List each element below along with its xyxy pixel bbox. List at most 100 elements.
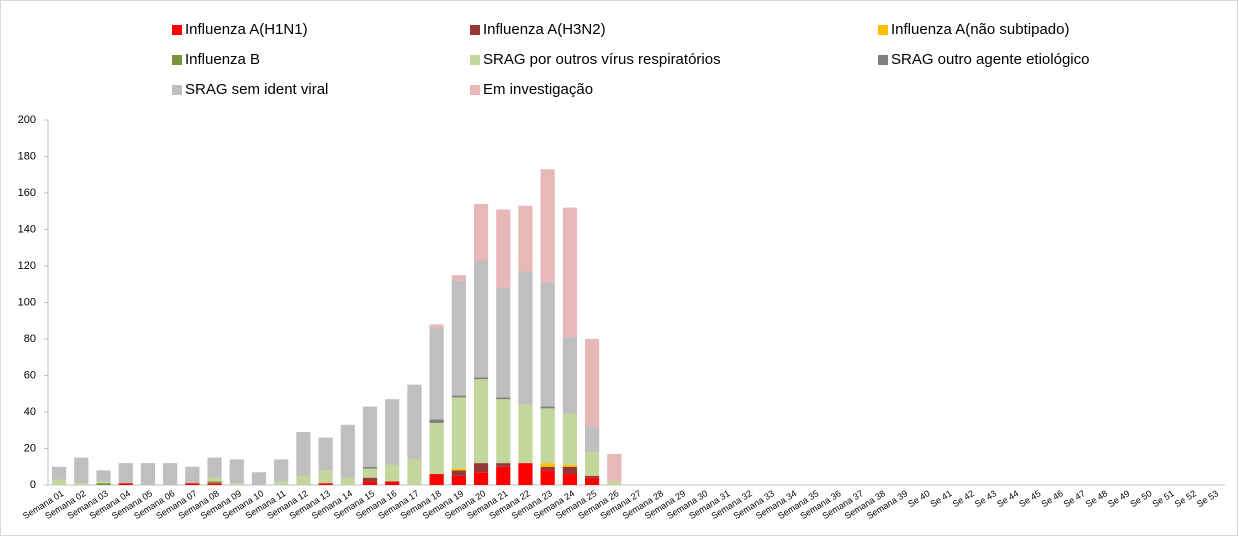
bar-segment — [584, 452, 600, 476]
y-tick-label: 160 — [18, 187, 36, 199]
bar-segment — [540, 282, 555, 407]
bar-segment — [207, 481, 222, 484]
bar-segment — [118, 463, 133, 484]
bar-segment — [451, 275, 466, 281]
bar-segment — [251, 472, 267, 485]
legend-swatch — [470, 55, 480, 65]
bar-segment — [207, 477, 222, 482]
bar-segment — [407, 384, 422, 460]
bar-segment — [451, 470, 466, 476]
bar-segment — [473, 260, 489, 378]
bar-segment — [540, 169, 555, 283]
bar-segment — [207, 483, 222, 485]
bar-segment — [496, 466, 511, 485]
bar-segment — [429, 419, 444, 423]
legend-swatch — [172, 55, 182, 65]
bar-segment — [540, 470, 555, 485]
bar-segment — [274, 459, 289, 482]
bar-segment — [584, 426, 600, 453]
bar-segment — [318, 437, 333, 471]
bar-segment — [362, 477, 378, 482]
bar-segment — [451, 475, 466, 485]
bar-segment — [185, 483, 200, 485]
bar-segment — [74, 483, 89, 485]
bar-segment — [562, 207, 577, 338]
bar-segment — [607, 481, 622, 485]
bar-segment — [229, 483, 244, 485]
y-tick-label: 180 — [18, 150, 36, 162]
legend-swatch — [470, 25, 480, 35]
legend-swatch — [878, 55, 888, 65]
legend-swatch — [878, 25, 888, 35]
bar-segment — [96, 481, 111, 484]
bar-segment — [429, 324, 444, 329]
bar-segment — [496, 209, 511, 288]
bar-segment — [607, 453, 622, 482]
bar-segment — [429, 328, 444, 420]
bar-segment — [473, 203, 489, 261]
bar-segment — [385, 481, 400, 485]
legend-swatch — [470, 85, 480, 95]
bar-segment — [140, 463, 156, 485]
y-tick-label: 200 — [18, 114, 36, 126]
bar-segment — [518, 205, 533, 272]
bar-segment — [429, 474, 444, 485]
y-tick-label: 80 — [24, 333, 36, 345]
bar-segment — [96, 483, 111, 485]
bar-segment — [518, 271, 533, 405]
legend-label: SRAG outro agente etiológico — [891, 51, 1089, 68]
bar-segment — [207, 457, 222, 478]
legend-label: Em investigação — [483, 81, 593, 98]
legend-swatch — [172, 25, 182, 35]
y-tick-label: 120 — [18, 260, 36, 272]
bar-segment — [496, 463, 511, 467]
bar-segment — [96, 470, 111, 482]
y-tick-label: 100 — [18, 296, 36, 308]
bar-segment — [229, 459, 244, 484]
y-tick-label: 40 — [24, 406, 36, 418]
y-tick-label: 140 — [18, 223, 36, 235]
bar-segment — [185, 466, 200, 484]
bar-segment — [407, 459, 422, 485]
legend-label: Influenza A(não subtipado) — [891, 21, 1069, 38]
y-tick-label: 0 — [30, 479, 36, 491]
bar-segment — [562, 464, 577, 467]
y-tick-label: 60 — [24, 369, 36, 381]
bar-segment — [473, 463, 489, 473]
bar-segment — [584, 477, 600, 485]
bar-segment — [74, 457, 89, 484]
bar-segment — [518, 463, 533, 485]
bar-segment — [584, 475, 600, 478]
legend-label: Influenza A(H3N2) — [483, 21, 606, 38]
bar-segment — [473, 379, 489, 464]
bar-segment — [451, 397, 466, 469]
bar-segment — [362, 468, 378, 478]
bar-segment — [496, 399, 511, 464]
bar-segment — [518, 404, 533, 464]
bar-segment — [473, 377, 489, 380]
bar-segment — [562, 337, 577, 414]
y-tick-label: 20 — [24, 442, 36, 454]
legend-label: SRAG sem ident viral — [185, 81, 328, 98]
bar-segment — [562, 413, 577, 465]
legend-label: Influenza B — [185, 51, 260, 68]
bar-segment — [385, 399, 400, 465]
bar-segment — [540, 463, 555, 467]
bar-segment — [584, 339, 600, 427]
bar-segment — [562, 474, 577, 485]
bar-segment — [51, 479, 67, 485]
bar-segment — [296, 432, 311, 476]
bar-segment — [562, 466, 577, 475]
bar-segment — [118, 483, 133, 485]
bar-segment — [451, 468, 466, 471]
bar-segment — [340, 424, 355, 478]
bar-segment — [318, 470, 333, 484]
legend-swatch — [172, 85, 182, 95]
bar-segment — [429, 422, 444, 475]
bar-segment — [340, 477, 355, 485]
legend-label: SRAG por outros vírus respiratórios — [483, 51, 721, 68]
bar-segment — [318, 483, 333, 485]
bar-segment — [163, 463, 178, 485]
bar-segment — [496, 287, 511, 398]
